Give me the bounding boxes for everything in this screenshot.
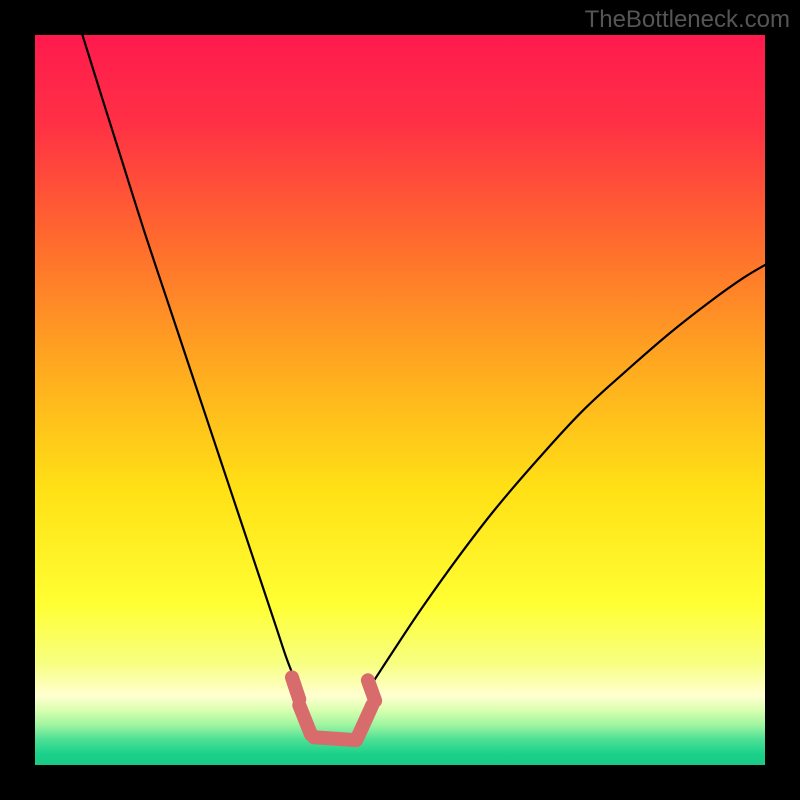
watermark-text: TheBottleneck.com — [585, 6, 790, 34]
bottom-mark-4 — [368, 680, 375, 700]
chart-background — [35, 35, 765, 765]
bottom-mark-2 — [314, 737, 356, 740]
bottom-mark-0 — [292, 677, 299, 699]
